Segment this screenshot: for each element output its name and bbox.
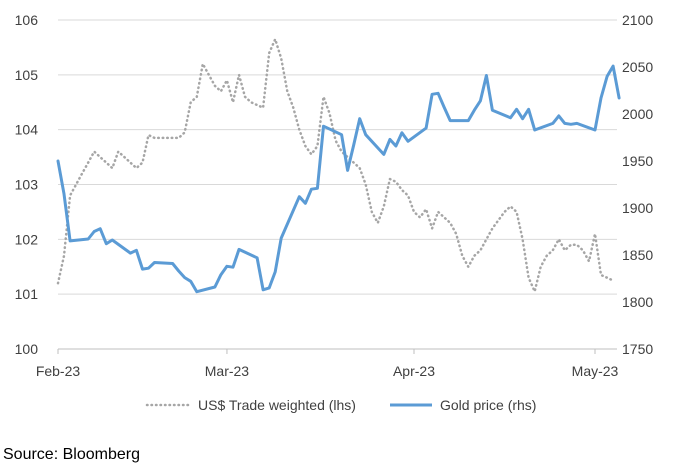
y-right-tick-label: 1750 — [622, 341, 653, 357]
series-lines — [56, 37, 621, 294]
y-axis-left: 100 101 102 103 104 105 106 — [15, 12, 39, 357]
y-left-tick-label: 106 — [15, 12, 39, 28]
gridlines — [58, 19, 617, 350]
y-left-tick-label: 103 — [15, 177, 39, 193]
y-right-tick-label: 2050 — [622, 59, 653, 75]
y-left-tick-label: 104 — [15, 122, 39, 138]
legend-label: US$ Trade weighted (lhs) — [198, 397, 356, 413]
source-note: Source: Bloomberg — [3, 446, 140, 463]
y-right-tick-label: 1800 — [622, 294, 653, 310]
y-left-tick-label: 100 — [15, 341, 39, 357]
series-us-trade-weighted — [56, 37, 615, 293]
y-axis-right: 1750 1800 1850 1900 1950 2000 2050 2100 — [622, 12, 653, 357]
x-tick-label: Apr-23 — [393, 363, 435, 379]
x-tick-label: May-23 — [572, 363, 619, 379]
legend-label: Gold price (rhs) — [440, 397, 536, 413]
y-left-tick-label: 105 — [15, 67, 39, 83]
y-right-tick-label: 1950 — [622, 153, 653, 169]
series-gold-price — [56, 64, 621, 294]
x-tick-label: Feb-23 — [36, 363, 81, 379]
x-axis: Feb-23 Mar-23 Apr-23 May-23 — [36, 348, 619, 379]
y-left-tick-label: 101 — [15, 286, 39, 302]
y-right-tick-label: 1850 — [622, 247, 653, 263]
legend: US$ Trade weighted (lhs) Gold price (rhs) — [145, 397, 536, 413]
y-right-tick-label: 2000 — [622, 106, 653, 122]
y-left-tick-label: 102 — [15, 231, 39, 247]
y-right-tick-label: 2100 — [622, 12, 653, 28]
x-tick-label: Mar-23 — [205, 363, 250, 379]
y-right-tick-label: 1900 — [622, 200, 653, 216]
